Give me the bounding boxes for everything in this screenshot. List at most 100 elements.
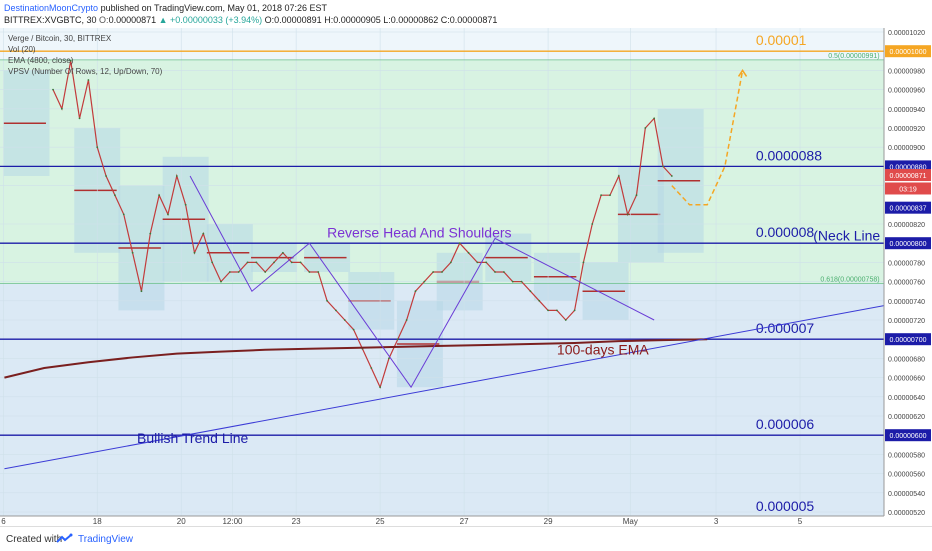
price-point: [335, 309, 337, 312]
x-axis-ticks: 6 18 20 12:00 23 25 27 29 May 3 5: [1, 517, 802, 526]
bullish-trend-line: [4, 305, 885, 470]
level-label: 0.00001: [756, 32, 807, 48]
price-point: [458, 242, 461, 245]
price-point: [520, 280, 523, 283]
ohlc-values: O:0.00000891 H:0.00000905 L:0.00000862 C…: [264, 15, 498, 25]
open-value: 0.00000871: [108, 15, 157, 25]
fib-label: 0.5(0.00000991): [828, 53, 879, 60]
annotation-text: 100-days EMA: [557, 342, 649, 358]
price-point: [379, 386, 382, 389]
price-point: [343, 319, 346, 321]
legend-title[interactable]: Verge / Bitcoin, 30, BITTREX: [8, 34, 112, 43]
x-tick-label: 29: [544, 517, 553, 526]
change-value: ▲ +0.00000033 (+3.94%): [158, 15, 263, 25]
chart-plot[interactable]: 0.00001 0.0000088 0.000008 0.000007 0.000006…: [0, 28, 932, 526]
y-tick-label: 0.00000820: [888, 222, 925, 229]
price-point: [167, 213, 169, 216]
price-point: [78, 117, 81, 120]
price-point: [175, 175, 178, 177]
annotations-layer: Reverse Head And Shoulders (Neck Line 100-…: [137, 224, 880, 445]
price-point: [370, 367, 373, 369]
price-point: [308, 271, 311, 273]
price-badge: [885, 169, 931, 182]
price-point: [511, 280, 514, 283]
y-tick-label: 0.00000920: [888, 126, 925, 133]
price-point: [52, 88, 54, 91]
projection-arrowhead-icon: [737, 69, 748, 77]
price-point: [352, 328, 355, 331]
tradingview-brand-link[interactable]: TradingView: [78, 534, 134, 545]
y-tick-label: 0.00000900: [888, 145, 925, 152]
chart-header: DestinationMoonCrypto published on Tradi…: [0, 0, 932, 28]
price-point: [644, 127, 647, 129]
publish-line: DestinationMoonCrypto published on Tradi…: [4, 3, 327, 13]
published-text: published on TradingView.com, May 01, 20…: [100, 3, 328, 13]
price-point: [69, 59, 72, 62]
price-point: [140, 290, 143, 293]
price-point: [220, 280, 222, 283]
price-badge-label: 0.00000880: [890, 164, 927, 171]
price-badge: [885, 237, 931, 250]
price-point: [662, 165, 664, 168]
y-tick-label: 0.00000720: [888, 318, 925, 325]
price-point: [582, 261, 585, 264]
price-badge-label: 0.00000871: [890, 173, 927, 180]
legend-ema[interactable]: EMA (4800, close): [8, 56, 74, 65]
y-tick-label: 0.00000780: [888, 260, 925, 267]
level-label: 0.0000088: [756, 147, 822, 163]
price-point: [255, 261, 258, 264]
y-tick-label: 0.00000540: [888, 491, 925, 498]
x-tick-label: 20: [177, 517, 186, 526]
price-badges: 0.00001000 0.00000880 0.00000871 03:19 0.000…: [885, 45, 931, 442]
price-point: [529, 290, 532, 293]
price-point: [281, 251, 284, 254]
price-point: [414, 290, 417, 293]
indicator-legend: Verge / Bitcoin, 30, BITTREX Vol (20) EM…: [8, 33, 162, 77]
price-point: [617, 175, 620, 177]
x-tick-label: 6: [1, 517, 6, 526]
price-badge: [885, 201, 931, 214]
price-point: [564, 319, 567, 321]
y-tick-label: 0.00000560: [888, 472, 925, 479]
price-point: [609, 194, 611, 197]
legend-vol[interactable]: Vol (20): [8, 45, 36, 54]
price-point: [573, 309, 576, 312]
price-point: [246, 261, 249, 264]
price-point: [60, 107, 63, 110]
symbol-text: BITTREX:XVGBTC, 30: [4, 15, 97, 25]
author-link[interactable]: DestinationMoonCrypto: [4, 3, 99, 13]
price-point: [600, 194, 603, 197]
series-layer: [4, 59, 885, 470]
level-label: 0.000007: [756, 320, 815, 336]
price-point: [87, 79, 90, 81]
y-tick-label: 0.00000760: [888, 280, 925, 287]
price-point: [149, 232, 152, 235]
price-point: [670, 175, 673, 177]
symbol-line: BITTREX:XVGBTC, 30 O:0.00000871 ▲ +0.000…: [4, 15, 497, 25]
price-point: [317, 271, 320, 273]
legend-vpsv[interactable]: VPSV (Number Of Rows, 12, Up/Down, 70): [8, 67, 163, 76]
price-point: [326, 299, 328, 302]
y-axis-panel: [884, 28, 932, 516]
price-point: [467, 251, 470, 254]
level-label: 0.000008: [756, 224, 815, 240]
price-point: [396, 338, 399, 341]
annotation-text: Reverse Head And Shoulders: [327, 224, 511, 240]
x-tick-label: 23: [292, 517, 301, 526]
price-point: [556, 309, 558, 312]
price-point: [405, 319, 408, 321]
price-point: [485, 261, 488, 264]
ema-line: [4, 338, 708, 379]
x-tick-label: 12:00: [222, 517, 243, 526]
price-point: [388, 357, 390, 360]
price-point: [476, 261, 479, 264]
level-label: 0.000006: [756, 416, 815, 432]
price-point: [494, 271, 496, 273]
footer-bar: Created with TradingView: [0, 526, 932, 551]
price-point: [547, 309, 549, 312]
price-badge-label: 0.00000600: [890, 433, 927, 440]
price-badge-label: 0.00001000: [890, 49, 927, 56]
price-badge: [885, 45, 931, 58]
open-label: O:: [99, 15, 109, 25]
price-point: [449, 261, 452, 264]
